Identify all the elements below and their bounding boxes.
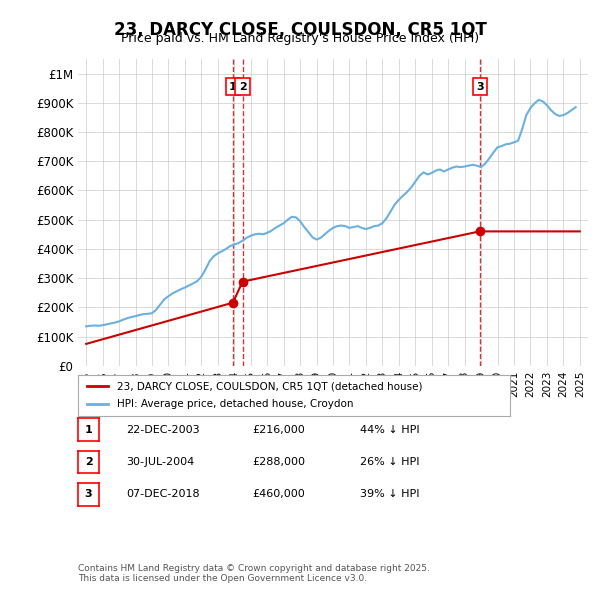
Text: 1: 1 — [229, 81, 237, 91]
Text: Contains HM Land Registry data © Crown copyright and database right 2025.
This d: Contains HM Land Registry data © Crown c… — [78, 563, 430, 583]
Text: 22-DEC-2003: 22-DEC-2003 — [126, 425, 200, 434]
Text: 44% ↓ HPI: 44% ↓ HPI — [360, 425, 419, 434]
Text: £216,000: £216,000 — [252, 425, 305, 434]
Text: 3: 3 — [476, 81, 484, 91]
Text: 30-JUL-2004: 30-JUL-2004 — [126, 457, 194, 467]
Text: 3: 3 — [85, 490, 92, 499]
Text: 26% ↓ HPI: 26% ↓ HPI — [360, 457, 419, 467]
Text: HPI: Average price, detached house, Croydon: HPI: Average price, detached house, Croy… — [117, 399, 353, 409]
Text: 23, DARCY CLOSE, COULSDON, CR5 1QT (detached house): 23, DARCY CLOSE, COULSDON, CR5 1QT (deta… — [117, 381, 422, 391]
Text: £460,000: £460,000 — [252, 490, 305, 499]
Text: 2: 2 — [239, 81, 247, 91]
Text: 1: 1 — [85, 425, 92, 434]
Text: £288,000: £288,000 — [252, 457, 305, 467]
Text: Price paid vs. HM Land Registry's House Price Index (HPI): Price paid vs. HM Land Registry's House … — [121, 32, 479, 45]
Text: 2: 2 — [85, 457, 92, 467]
Text: 07-DEC-2018: 07-DEC-2018 — [126, 490, 200, 499]
Text: 23, DARCY CLOSE, COULSDON, CR5 1QT: 23, DARCY CLOSE, COULSDON, CR5 1QT — [113, 21, 487, 39]
Text: 39% ↓ HPI: 39% ↓ HPI — [360, 490, 419, 499]
